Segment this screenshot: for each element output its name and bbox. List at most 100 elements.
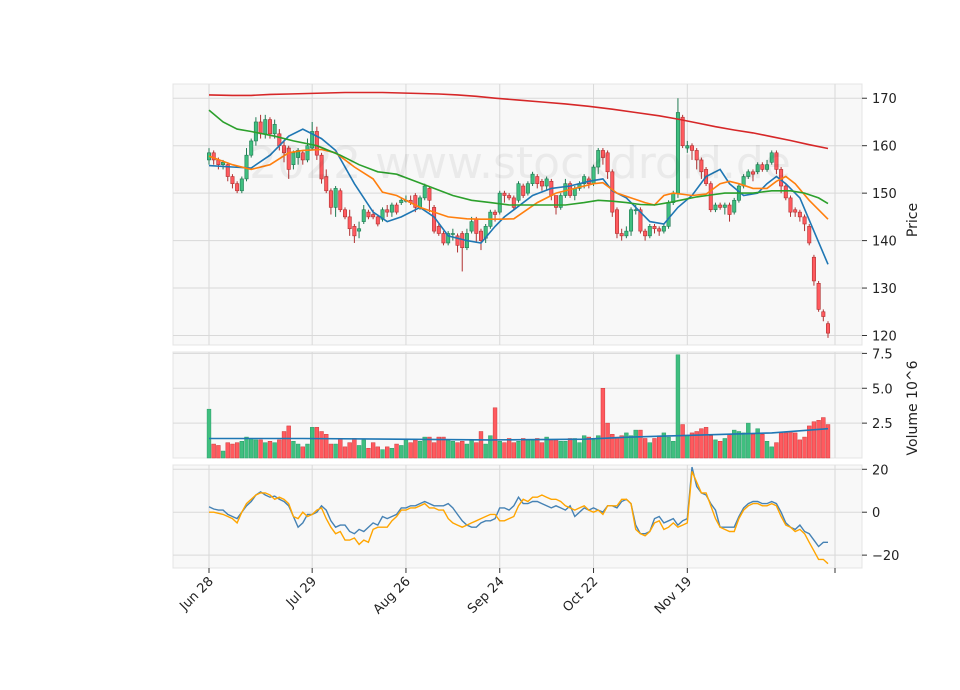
x-tick-label: Sep 24 [465, 574, 508, 617]
volume-bar [816, 420, 821, 459]
candle-down [619, 228, 624, 241]
volume-bar [675, 354, 681, 459]
volume-bar [793, 432, 798, 459]
volume-bar [375, 446, 380, 459]
candle-up [558, 193, 563, 210]
candle-body [793, 209, 798, 213]
volume-bar [281, 431, 287, 459]
volume-bar [492, 407, 498, 459]
volume-bar [624, 432, 629, 459]
candle-body [633, 209, 638, 212]
candle-body [535, 176, 540, 184]
candle-up [310, 121, 315, 151]
price-tick-label: 170 [872, 92, 897, 107]
candle-up [746, 169, 751, 179]
candle-body [230, 176, 235, 184]
volume-bar [633, 429, 638, 459]
candle-down [511, 195, 516, 210]
volume-bar [647, 442, 652, 459]
volume-bar [783, 432, 788, 459]
volume-bar [211, 443, 216, 459]
candle-body [347, 216, 352, 230]
volume-bar [234, 442, 240, 459]
volume-bar [244, 436, 249, 459]
candle-body [235, 183, 240, 192]
volume-bar [253, 439, 259, 459]
candle-down [708, 181, 713, 213]
candle-down [826, 321, 830, 338]
volume-bar [746, 422, 751, 459]
candle-down [507, 193, 512, 201]
volume-bar [380, 449, 385, 459]
candle-body [530, 173, 535, 184]
x-tick-label: Oct 22 [560, 574, 601, 615]
candle-body [385, 209, 390, 213]
candle-body [816, 283, 821, 310]
candle-down [338, 188, 343, 213]
candle-down [225, 162, 230, 182]
candle-up [446, 231, 451, 246]
candle-up [661, 223, 666, 234]
candle-down [282, 140, 287, 163]
volume-bar [342, 446, 348, 459]
candle-up [357, 221, 362, 239]
candle-down [788, 195, 793, 217]
x-tick-label: Aug 26 [371, 574, 414, 617]
candle-up [624, 226, 629, 239]
volume-bar [811, 421, 817, 459]
candle-body [446, 233, 451, 244]
volume-bar [778, 432, 784, 459]
volume-bar [535, 438, 540, 459]
candle-body [361, 209, 366, 222]
candle-body [333, 188, 338, 208]
candle-up [516, 181, 521, 203]
volume-bar [361, 439, 366, 459]
candle-body [774, 152, 779, 170]
candle-up [666, 200, 671, 229]
candle-down [816, 280, 821, 312]
volume-bar [370, 442, 376, 459]
volume-bar [474, 442, 479, 459]
candle-down [394, 202, 399, 215]
volume-bar [324, 434, 329, 459]
volume-bar [220, 450, 226, 459]
candle-down [436, 223, 441, 236]
volume-axis-label: Volume 10^6 [905, 360, 921, 455]
candle-up [629, 207, 634, 236]
volume-bar [445, 439, 451, 459]
volume-bar [267, 441, 273, 459]
candle-body [399, 199, 404, 203]
volume-bar [258, 439, 263, 459]
volume-bar [821, 417, 826, 459]
candle-body [516, 183, 521, 201]
volume-bar [408, 442, 413, 459]
price-tick-label: 150 [872, 187, 897, 202]
volume-bar [225, 442, 230, 459]
candle-up [647, 223, 652, 239]
candle-body [497, 192, 502, 213]
candle-body [797, 211, 802, 218]
volume-bar [436, 436, 441, 459]
volume-bar [525, 439, 531, 459]
candle-body [478, 230, 483, 241]
volume-bar [610, 434, 615, 459]
volume-bar [249, 438, 254, 459]
candle-down [605, 150, 610, 179]
candle-body [694, 150, 699, 161]
candle-up [530, 171, 535, 187]
candle-body [357, 228, 362, 232]
volume-bar [788, 431, 793, 459]
volume-bar [544, 436, 549, 459]
candle-up [755, 162, 760, 175]
volume-bar [736, 431, 742, 459]
candle-body [310, 131, 315, 149]
volume-bar [366, 447, 371, 459]
volume-bar [722, 438, 728, 459]
candle-body [638, 209, 643, 232]
volume-bar [328, 443, 334, 459]
volume-bar [807, 425, 812, 459]
candle-body [441, 233, 446, 244]
volume-bar [586, 436, 592, 459]
volume-bar [600, 388, 606, 459]
volume-bar [760, 434, 765, 459]
